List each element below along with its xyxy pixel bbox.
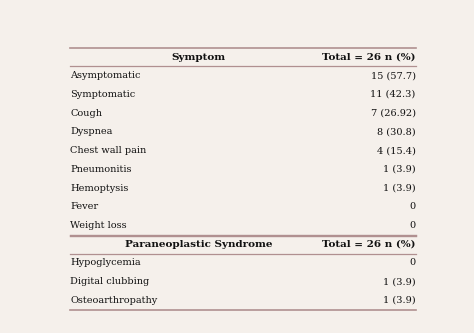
- Text: Symptomatic: Symptomatic: [70, 90, 136, 99]
- Text: 1 (3.9): 1 (3.9): [383, 183, 416, 192]
- Text: Weight loss: Weight loss: [70, 221, 127, 230]
- Text: Dyspnea: Dyspnea: [70, 128, 113, 137]
- Text: 15 (57.7): 15 (57.7): [371, 71, 416, 80]
- Text: 7 (26.92): 7 (26.92): [371, 109, 416, 118]
- Text: Cough: Cough: [70, 109, 102, 118]
- Text: Osteoarthropathy: Osteoarthropathy: [70, 296, 157, 305]
- Text: Asymptomatic: Asymptomatic: [70, 71, 141, 80]
- Text: Digital clubbing: Digital clubbing: [70, 277, 149, 286]
- Text: 1 (3.9): 1 (3.9): [383, 165, 416, 174]
- Text: Hypoglycemia: Hypoglycemia: [70, 258, 141, 267]
- Text: 4 (15.4): 4 (15.4): [377, 146, 416, 155]
- Text: Fever: Fever: [70, 202, 99, 211]
- Text: 11 (42.3): 11 (42.3): [370, 90, 416, 99]
- Text: 8 (30.8): 8 (30.8): [377, 128, 416, 137]
- Text: Symptom: Symptom: [172, 53, 226, 62]
- Text: Paraneoplastic Syndrome: Paraneoplastic Syndrome: [125, 240, 273, 249]
- Text: 0: 0: [410, 258, 416, 267]
- Text: Total = 26 n (%): Total = 26 n (%): [322, 53, 416, 62]
- Text: 1 (3.9): 1 (3.9): [383, 277, 416, 286]
- Text: 0: 0: [410, 202, 416, 211]
- Text: Chest wall pain: Chest wall pain: [70, 146, 146, 155]
- Text: Pneumonitis: Pneumonitis: [70, 165, 132, 174]
- Text: Hemoptysis: Hemoptysis: [70, 183, 128, 192]
- Text: Total = 26 n (%): Total = 26 n (%): [322, 240, 416, 249]
- Text: 0: 0: [410, 221, 416, 230]
- Text: 1 (3.9): 1 (3.9): [383, 296, 416, 305]
